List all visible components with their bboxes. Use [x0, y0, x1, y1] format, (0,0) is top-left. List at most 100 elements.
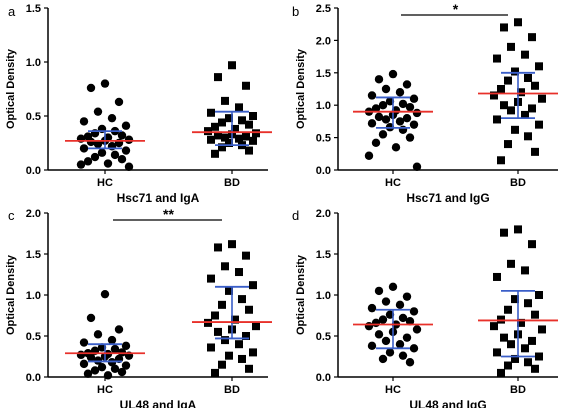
panel-a-bd-point [204, 127, 212, 136]
panel-a-bd-point [214, 131, 222, 140]
panel-b-bd-point [497, 85, 505, 93]
panel-a-bd-point [235, 103, 243, 112]
panel-b-bd-point [521, 110, 529, 119]
panel-a-x-axis-title: Hsc71 and IgA [117, 191, 200, 205]
panel-a-hc-point [107, 113, 117, 123]
panel-a-bd-point [207, 108, 215, 117]
panel-b-bd-point [490, 91, 498, 100]
panel-c-hc-point [86, 313, 96, 323]
panel-c-hc-point [83, 369, 93, 378]
panel-d-hc-point [367, 341, 377, 351]
panel-c-hc-point [100, 289, 110, 299]
panel-b-hc-point [409, 94, 419, 103]
panel-a-hc-point [124, 135, 134, 144]
panel-a-hc-point [121, 121, 131, 130]
panel-d-y-tick-label: 2.0 [316, 208, 331, 220]
panel-b-hc-point [395, 117, 405, 126]
panel-d-hc-point [409, 344, 419, 353]
panel-c-hc-point [110, 364, 120, 373]
panel-c-bd-point [207, 343, 215, 352]
panel-b-bd-point [528, 104, 536, 113]
panel-c-hc-point [97, 362, 107, 372]
panel-b-hc-point [412, 108, 422, 118]
panel-d-hc-point [385, 310, 395, 319]
panel-d-hc-point [412, 325, 422, 334]
panel-b-hc-point [367, 119, 377, 128]
panel-a-y-tick-label: 1.0 [26, 57, 41, 69]
panel-a-hc-point [83, 157, 93, 166]
panel-b-bd-point [511, 125, 519, 134]
panel-a-y-axis-label: Optical Density [5, 48, 17, 129]
panel-a-hc-point [117, 155, 127, 164]
panel-b-hc-point [395, 88, 405, 97]
panel-c-bd-point [235, 340, 243, 349]
panel-a-hc-point [114, 97, 124, 107]
panel-c-y-axis-label: Optical Density [5, 254, 17, 335]
panel-c-letter: c [8, 208, 15, 223]
panel-b-bd-point [500, 101, 508, 110]
panel-d-hc-point [381, 336, 391, 346]
panel-a-hc-point [86, 83, 96, 93]
panel-d-hc-point [398, 351, 408, 360]
panel-b-bd-point [504, 76, 512, 85]
panel-b-hc-point [402, 80, 412, 89]
panel-c-hc-point [93, 330, 103, 339]
panel-a-hc-point [100, 79, 110, 88]
panel-b-y-tick-label: 0.5 [316, 133, 331, 145]
panel-c-bd-point [252, 322, 260, 331]
panel-d-x-axis-title: UL48 and IgG [409, 398, 486, 408]
panel-b-hc-point [409, 120, 419, 129]
panel-b-bd-point [531, 147, 539, 156]
panel-c-hc-point [117, 367, 127, 377]
panel-b-bd-point [507, 106, 515, 115]
panel-a-y-tick-label: 0.0 [26, 165, 41, 177]
panel-d-hc-point [374, 330, 384, 339]
panel-c-hc-point [90, 366, 100, 375]
panel-d-hc-point [405, 358, 415, 367]
panel-d-y-tick-label: 0.0 [316, 372, 331, 384]
panel-c-category-label: HC [97, 384, 113, 396]
panel-b-y-tick-label: 1.0 [316, 100, 331, 112]
panel-d-bd-point [528, 336, 536, 345]
panel-a-hc-point [103, 159, 113, 168]
panel-c-hc-point [76, 350, 86, 360]
panel-c-x-axis-title: UL48 and IgA [120, 398, 197, 408]
panel-b-bd-point [514, 18, 522, 27]
panel-a-bd-point [235, 134, 243, 143]
panel-d-bd-point [531, 364, 539, 373]
panel-d-hc-point [398, 313, 408, 323]
panel-d-y-tick-label: 1.0 [316, 290, 331, 302]
panel-b-y-tick-label: 2.0 [316, 35, 331, 47]
panel-a-bd-point [207, 135, 215, 144]
panel-c-bd-point [211, 311, 219, 320]
panel-d-hc-point [402, 333, 412, 342]
panel-d-bd-point [507, 340, 515, 349]
panel-b-hc-point [378, 101, 388, 110]
panel-c-bd-point [245, 305, 253, 314]
panel-c-hc-point [121, 341, 131, 351]
panel-b-hc-point [405, 133, 415, 142]
panel-b-bd-point [528, 33, 536, 42]
panel-d-hc-point [364, 321, 374, 331]
panel-b-letter: b [292, 4, 299, 19]
panel-c-y-tick-label: 1.0 [26, 290, 41, 302]
panel-d-hc-point [409, 307, 419, 316]
panel-d-y-tick-label: 1.5 [316, 249, 331, 261]
panel-b-bd-point [524, 73, 532, 82]
panel-d-hc-point [395, 300, 405, 310]
panel-c-bd-point [225, 286, 233, 295]
panel-a-bd-point [245, 146, 253, 155]
panel-c-bd-point [221, 336, 229, 345]
panel-b-hc-point [402, 113, 412, 123]
panel-b-bd-point [493, 115, 501, 124]
panel-b-hc-point [398, 99, 408, 109]
panel-d-bd-point [497, 368, 505, 377]
panel-a-hc-point [79, 117, 89, 126]
panel-c-hc-point [110, 344, 120, 354]
panel-d-hc-point [381, 297, 391, 306]
panel-c-y-tick-label: 2.0 [26, 208, 41, 220]
panel-a-hc-point [86, 137, 96, 147]
panel-a-bd-point [225, 114, 233, 123]
panel-c-bd-point [238, 354, 246, 363]
panel-d-bd-point [500, 228, 508, 237]
